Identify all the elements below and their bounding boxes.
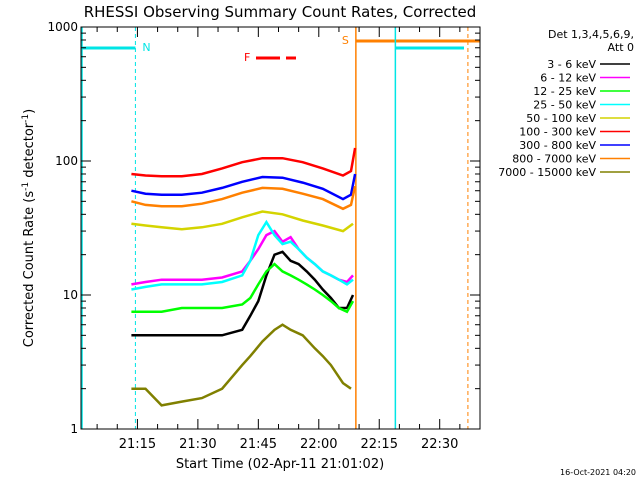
chart-title: RHESSI Observing Summary Count Rates, Co… (84, 3, 477, 21)
series-line-3 (131, 262, 355, 314)
legend-header-1: Det 1,3,4,5,6,9, (548, 28, 634, 41)
y-tick-label: 1 (70, 422, 78, 436)
x-tick-label: 21:45 (240, 437, 277, 452)
series-line-1 (131, 250, 355, 337)
y-axis-label-end: ) (22, 109, 37, 114)
y-axis-label-sup1: -1 (21, 182, 31, 191)
y-tick-label: 100 (55, 154, 78, 168)
night-label: N (142, 41, 150, 54)
y-tick-label: 10 (63, 288, 78, 302)
legend-label: 12 - 25 keV (533, 85, 596, 98)
series-line-7 (131, 173, 357, 201)
series-line-9 (131, 323, 352, 407)
flare-label: F (244, 51, 250, 64)
x-tick-label: 22:30 (421, 437, 458, 452)
y-axis-label-mid: detector (22, 122, 37, 182)
legend-label: 25 - 50 keV (533, 99, 596, 112)
y-axis-label-sup2: -1 (21, 114, 31, 123)
legend-label: 3 - 6 keV (547, 58, 596, 71)
series-line-8 (131, 185, 357, 211)
series-line-5 (131, 210, 354, 233)
x-tick-label: 22:15 (361, 437, 398, 452)
y-axis-label-main: Corrected Count Rate (s (22, 191, 37, 348)
series-line-6 (131, 147, 357, 178)
plot-frame (80, 26, 481, 430)
x-axis-label: Start Time (02-Apr-11 21:01:02) (176, 457, 384, 472)
series-line-4 (131, 219, 354, 291)
x-tick-label: 21:15 (119, 437, 156, 452)
x-tick-label: 22:00 (300, 437, 337, 452)
legend-label: 300 - 800 keV (519, 139, 596, 152)
timestamp: 16-Oct-2021 04:20 (560, 468, 636, 477)
y-axis-label: Corrected Count Rate (s-1 detector-1) (21, 109, 37, 347)
legend-label: 800 - 7000 keV (512, 153, 596, 166)
y-tick-label: 1000 (47, 20, 78, 34)
saa-label: S (342, 34, 349, 47)
x-tick-label: 21:30 (179, 437, 216, 452)
legend-label: 50 - 100 keV (526, 112, 596, 125)
legend-label: 100 - 300 keV (519, 126, 596, 139)
legend-label: 7000 - 15000 keV (498, 166, 596, 179)
legend-label: 6 - 12 keV (540, 72, 596, 85)
legend-header-2: Att 0 (608, 41, 634, 54)
